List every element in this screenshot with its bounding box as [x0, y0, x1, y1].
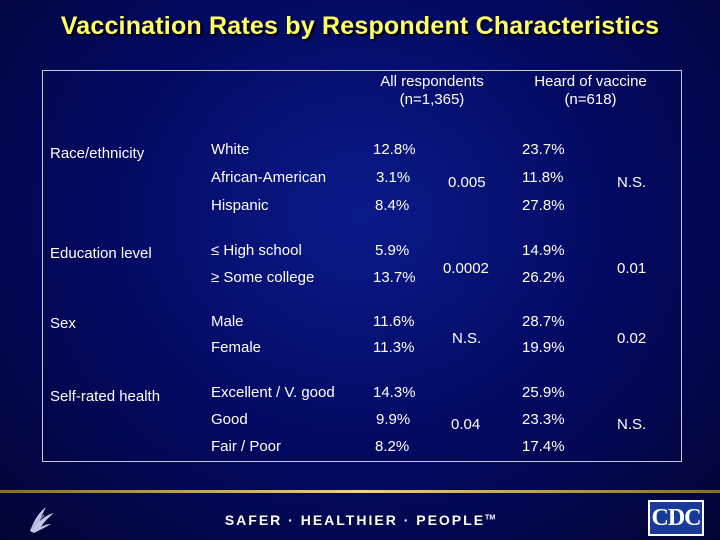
footer-slogan: SAFER · HEALTHIER · PEOPLETM: [0, 512, 720, 528]
category-label: White: [211, 141, 250, 158]
group-label-education-level: Education level: [50, 245, 152, 262]
data-table-panel: [42, 70, 682, 462]
column-header-all-n: (n=1,365): [399, 91, 465, 108]
trademark-mark: TM: [485, 514, 496, 522]
value-heard-of-vaccine: 14.9%: [522, 242, 565, 259]
value-heard-of-vaccine: 23.7%: [522, 141, 565, 158]
footer-divider: [0, 490, 720, 493]
p-value-heard-of-vaccine: 0.02: [617, 330, 647, 347]
value-heard-of-vaccine: 11.8%: [522, 169, 564, 186]
value-heard-of-vaccine: 28.7%: [522, 313, 565, 330]
category-label: Female: [211, 339, 262, 356]
category-label: African-American: [211, 169, 327, 186]
value-all-respondents: 3.1%: [376, 169, 411, 186]
value-heard-of-vaccine: 27.8%: [522, 197, 565, 214]
column-header-all-respondents: All respondents (n=1,365): [362, 73, 502, 109]
group-label-sex: Sex: [50, 315, 76, 332]
group-label-race-ethnicity: Race/ethnicity: [50, 145, 145, 162]
hhs-eagle-logo-icon: [24, 503, 60, 535]
p-value-heard-of-vaccine: N.S.: [617, 416, 647, 433]
value-all-respondents: 13.7%: [373, 269, 416, 286]
footer-slogan-text: SAFER · HEALTHIER · PEOPLE: [224, 512, 486, 528]
p-value-all-respondents: 0.005: [448, 174, 486, 191]
value-heard-of-vaccine: 17.4%: [522, 438, 565, 455]
value-all-respondents: 14.3%: [373, 384, 416, 401]
value-heard-of-vaccine: 23.3%: [522, 411, 565, 428]
value-all-respondents: 12.8%: [373, 141, 416, 158]
category-label: Hispanic: [211, 197, 269, 214]
value-all-respondents: 11.3%: [373, 339, 415, 356]
category-label: ≤ High school: [211, 242, 302, 259]
category-label: Male: [211, 313, 244, 330]
value-all-respondents: 8.4%: [375, 197, 410, 214]
p-value-all-respondents: 0.04: [451, 416, 481, 433]
value-heard-of-vaccine: 19.9%: [522, 339, 565, 356]
column-header-all-title: All respondents: [380, 73, 484, 90]
cdc-logo: CDC: [648, 500, 704, 536]
value-all-respondents: 9.9%: [376, 411, 411, 428]
value-all-respondents: 11.6%: [373, 313, 415, 330]
value-heard-of-vaccine: 25.9%: [522, 384, 565, 401]
column-header-heard-of-vaccine: Heard of vaccine (n=618): [518, 73, 663, 109]
value-all-respondents: 5.9%: [375, 242, 410, 259]
p-value-all-respondents: 0.0002: [443, 260, 489, 277]
column-header-heard-n: (n=618): [564, 91, 617, 108]
category-label: Excellent / V. good: [211, 384, 335, 401]
category-label: Good: [211, 411, 248, 428]
p-value-heard-of-vaccine: 0.01: [617, 260, 647, 277]
p-value-all-respondents: N.S.: [452, 330, 482, 347]
category-label: Fair / Poor: [211, 438, 282, 455]
slide-title: Vaccination Rates by Respondent Characte…: [60, 12, 660, 40]
value-heard-of-vaccine: 26.2%: [522, 269, 565, 286]
category-label: ≥ Some college: [211, 269, 315, 286]
column-header-heard-title: Heard of vaccine: [534, 73, 647, 90]
group-label-self-rated-health: Self-rated health: [50, 388, 161, 405]
value-all-respondents: 8.2%: [375, 438, 410, 455]
p-value-heard-of-vaccine: N.S.: [617, 174, 647, 191]
